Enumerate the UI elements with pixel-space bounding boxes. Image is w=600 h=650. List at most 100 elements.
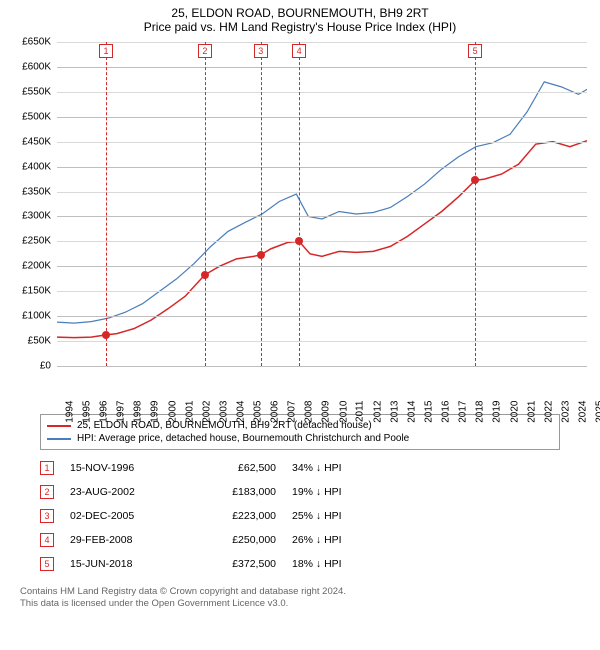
event-date: 02-DEC-2005 xyxy=(70,510,180,522)
line-layer xyxy=(57,42,587,366)
series-line xyxy=(57,141,587,338)
gridline xyxy=(57,216,587,217)
event-vline xyxy=(299,42,300,366)
y-tick-label: £50K xyxy=(28,336,51,347)
x-tick-label: 2017 xyxy=(457,401,468,423)
chart-title: 25, ELDON ROAD, BOURNEMOUTH, BH9 2RT xyxy=(8,6,592,20)
event-vline xyxy=(205,42,206,366)
event-date: 15-NOV-1996 xyxy=(70,462,180,474)
legend-swatch-property xyxy=(47,425,71,427)
x-tick-label: 1999 xyxy=(150,401,161,423)
event-num-box: 3 xyxy=(40,509,54,523)
x-tick-label: 2012 xyxy=(372,401,383,423)
event-price: £250,000 xyxy=(196,534,276,546)
event-price: £223,000 xyxy=(196,510,276,522)
x-tick-label: 2009 xyxy=(321,401,332,423)
x-tick-label: 2020 xyxy=(509,401,520,423)
chart-area: £0£50K£100K£150K£200K£250K£300K£350K£400… xyxy=(9,38,591,408)
event-num-box: 5 xyxy=(40,557,54,571)
event-diff: 19% ↓ HPI xyxy=(292,486,560,498)
x-tick-label: 2018 xyxy=(475,401,486,423)
x-tick-label: 2001 xyxy=(184,401,195,423)
x-tick-label: 2024 xyxy=(577,401,588,423)
event-date: 15-JUN-2018 xyxy=(70,558,180,570)
x-tick-label: 1998 xyxy=(133,401,144,423)
y-axis: £0£50K£100K£150K£200K£250K£300K£350K£400… xyxy=(9,42,55,366)
y-tick-label: £500K xyxy=(22,111,51,122)
series-line xyxy=(57,82,587,323)
event-row: 2 23-AUG-2002 £183,000 19% ↓ HPI xyxy=(40,480,560,504)
event-row: 3 02-DEC-2005 £223,000 25% ↓ HPI xyxy=(40,504,560,528)
gridline xyxy=(57,241,587,242)
x-axis: 1994199519961997199819992000200120022003… xyxy=(57,368,587,408)
chart-subtitle: Price paid vs. HM Land Registry's House … xyxy=(8,20,592,34)
x-tick-label: 2015 xyxy=(423,401,434,423)
x-tick-label: 2004 xyxy=(235,401,246,423)
x-tick-label: 2008 xyxy=(304,401,315,423)
y-tick-label: £250K xyxy=(22,236,51,247)
x-tick-label: 2007 xyxy=(287,401,298,423)
gridline xyxy=(57,117,587,118)
event-diff: 25% ↓ HPI xyxy=(292,510,560,522)
footer-line-2: This data is licensed under the Open Gov… xyxy=(20,598,580,610)
y-tick-label: £650K xyxy=(22,37,51,48)
gridline xyxy=(57,67,587,68)
y-tick-label: £450K xyxy=(22,136,51,147)
event-marker: 4 xyxy=(292,44,306,58)
event-date: 29-FEB-2008 xyxy=(70,534,180,546)
event-point xyxy=(295,237,303,245)
plot-area: 12345 xyxy=(57,42,587,366)
x-tick-label: 2010 xyxy=(338,401,349,423)
x-tick-label: 2003 xyxy=(218,401,229,423)
event-num-box: 4 xyxy=(40,533,54,547)
event-date: 23-AUG-2002 xyxy=(70,486,180,498)
gridline xyxy=(57,142,587,143)
event-table: 1 15-NOV-1996 £62,500 34% ↓ HPI 2 23-AUG-2002… xyxy=(40,456,560,576)
gridline xyxy=(57,366,587,367)
y-tick-label: £100K xyxy=(22,311,51,322)
y-tick-label: £350K xyxy=(22,186,51,197)
y-tick-label: £600K xyxy=(22,61,51,72)
event-marker: 5 xyxy=(468,44,482,58)
event-price: £372,500 xyxy=(196,558,276,570)
gridline xyxy=(57,92,587,93)
event-row: 1 15-NOV-1996 £62,500 34% ↓ HPI xyxy=(40,456,560,480)
event-marker: 2 xyxy=(198,44,212,58)
event-point xyxy=(471,176,479,184)
x-tick-label: 1997 xyxy=(116,401,127,423)
gridline xyxy=(57,341,587,342)
chart-container: 25, ELDON ROAD, BOURNEMOUTH, BH9 2RT Pri… xyxy=(0,0,600,650)
gridline xyxy=(57,42,587,43)
y-tick-label: £150K xyxy=(22,286,51,297)
x-tick-label: 2025 xyxy=(594,401,600,423)
event-diff: 26% ↓ HPI xyxy=(292,534,560,546)
gridline xyxy=(57,192,587,193)
footer-line-1: Contains HM Land Registry data © Crown c… xyxy=(20,586,580,598)
event-price: £183,000 xyxy=(196,486,276,498)
event-vline xyxy=(106,42,107,366)
event-vline xyxy=(475,42,476,366)
event-row: 515-JUN-2018£372,50018% ↓ HPI xyxy=(40,552,560,576)
event-price: £62,500 xyxy=(196,462,276,474)
event-vline xyxy=(261,42,262,366)
legend-label-hpi: HPI: Average price, detached house, Bour… xyxy=(77,433,409,444)
x-tick-label: 1994 xyxy=(64,401,75,423)
x-tick-label: 2000 xyxy=(167,401,178,423)
y-tick-label: £200K xyxy=(22,261,51,272)
x-tick-label: 2011 xyxy=(354,401,365,423)
x-tick-label: 1996 xyxy=(98,401,109,423)
x-tick-label: 2023 xyxy=(560,401,571,423)
legend-swatch-hpi xyxy=(47,438,71,440)
event-marker: 3 xyxy=(254,44,268,58)
x-tick-label: 2019 xyxy=(492,401,503,423)
event-num-box: 2 xyxy=(40,485,54,499)
event-point xyxy=(102,331,110,339)
gridline xyxy=(57,291,587,292)
x-tick-label: 2014 xyxy=(406,401,417,423)
event-row: 4 29-FEB-2008 £250,000 26% ↓ HPI xyxy=(40,528,560,552)
y-tick-label: £300K xyxy=(22,211,51,222)
event-num-box: 1 xyxy=(40,461,54,475)
x-tick-label: 2013 xyxy=(389,401,400,423)
event-diff: 34% ↓ HPI xyxy=(292,462,560,474)
y-tick-label: £0 xyxy=(40,361,51,372)
